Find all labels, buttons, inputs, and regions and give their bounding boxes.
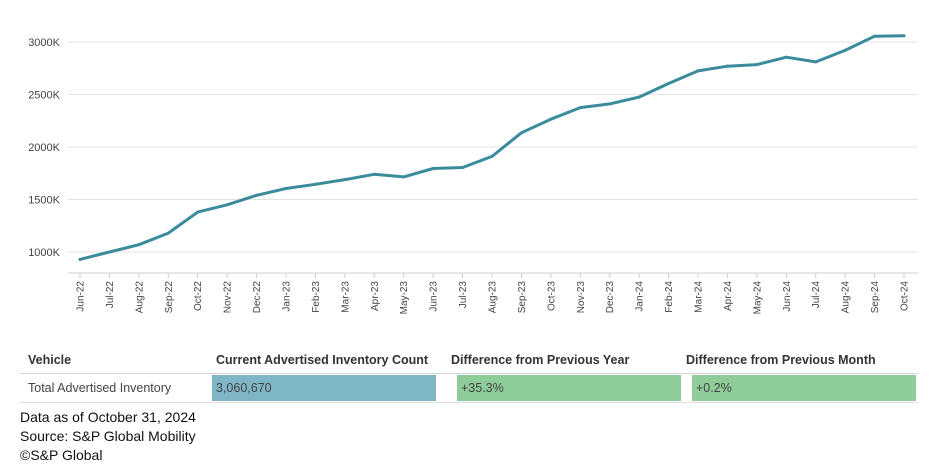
x-tick-label: Nov-22 (223, 281, 234, 314)
data-point (667, 81, 671, 85)
x-tick-label: Jan-23 (282, 281, 293, 312)
data-point (431, 167, 435, 171)
x-tick-label: Aug-23 (488, 281, 499, 314)
x-tick-label: Nov-23 (576, 281, 587, 314)
y-tick-label: 2000K (28, 142, 60, 154)
series-layer (78, 34, 906, 261)
data-point (637, 95, 641, 99)
data-point (166, 231, 170, 235)
header-current-count: Current Advertised Inventory Count (216, 353, 429, 367)
data-point (196, 210, 200, 214)
cell-vehicle: Total Advertised Inventory (28, 381, 172, 395)
data-point (343, 178, 347, 182)
cell-mom: +0.2% (696, 381, 732, 395)
data-point (725, 64, 729, 68)
x-tick-label: Jan-24 (635, 281, 646, 312)
x-tick-label: Apr-24 (723, 281, 734, 311)
table-header-row: Vehicle Current Advertised Inventory Cou… (20, 347, 918, 374)
data-point (902, 34, 906, 38)
data-point (519, 131, 523, 135)
data-point (490, 154, 494, 158)
data-point (843, 48, 847, 52)
data-point (284, 186, 288, 190)
data-point (255, 193, 259, 197)
y-tick-label: 1000K (28, 247, 60, 259)
y-tick-label: 1500K (28, 195, 60, 207)
x-tick-label: Oct-22 (193, 281, 204, 311)
data-point (107, 250, 111, 254)
cell-yoy-bar: +35.3% (457, 375, 681, 401)
note-source: Source: S&P Global Mobility (20, 428, 196, 444)
table-row: Total Advertised Inventory 3,060,670 +35… (20, 374, 918, 403)
data-point (402, 175, 406, 179)
y-tick-label: 3000K (28, 37, 60, 49)
x-tick-label: Oct-24 (900, 281, 911, 311)
x-tick-label: Feb-23 (311, 281, 322, 313)
data-point (549, 117, 553, 121)
data-point (461, 165, 465, 169)
header-diff-year: Difference from Previous Year (451, 353, 630, 367)
x-tick-label: Jul-24 (811, 281, 822, 309)
x-tick-label: Sep-23 (517, 281, 528, 314)
cell-count-wrapper: 3,060,670 (212, 375, 449, 401)
series-line-0 (78, 34, 906, 261)
note-copyright: ©S&P Global (20, 447, 103, 463)
data-point (78, 257, 82, 261)
data-point (372, 172, 376, 176)
cell-count-bar: 3,060,670 (212, 375, 436, 401)
x-tick-label: Sep-24 (870, 281, 881, 314)
y-tick-label: 2500K (28, 90, 60, 102)
x-tick-label: Mar-23 (340, 281, 351, 313)
data-point (814, 60, 818, 64)
data-point (784, 55, 788, 59)
data-point (608, 102, 612, 106)
x-tick-label: Jul-23 (458, 281, 469, 309)
x-tick-label: Apr-23 (370, 281, 381, 311)
data-point (696, 69, 700, 73)
x-tick-label: Aug-22 (134, 281, 145, 314)
header-diff-month: Difference from Previous Month (686, 353, 876, 367)
x-tick-label: Mar-24 (694, 281, 705, 313)
x-tick-label: Feb-24 (664, 281, 675, 313)
data-point (225, 203, 229, 207)
cell-count: 3,060,670 (216, 381, 272, 395)
axes: 1000K 1500K 2000K 2500K 3000K Jun-22 Jul-22 Aug… (28, 37, 918, 314)
cell-mom-wrapper: +0.2% (684, 375, 918, 401)
header-vehicle: Vehicle (28, 353, 72, 367)
cell-yoy: +35.3% (461, 381, 504, 395)
data-point (755, 63, 759, 67)
inventory-summary-table: Vehicle Current Advertised Inventory Cou… (20, 347, 918, 403)
data-point (313, 182, 317, 186)
x-tick-label: Dec-23 (605, 281, 616, 314)
x-tick-label: Jun-22 (76, 281, 87, 312)
footnotes: Data as of October 31, 2024 Source: S&P … (20, 408, 196, 465)
x-tick-label: Jul-22 (105, 281, 116, 309)
x-tick-label: May-24 (752, 281, 763, 315)
data-point (873, 34, 877, 38)
gridlines (68, 41, 918, 253)
cell-mom-bar: +0.2% (692, 375, 916, 401)
x-tick-label: Jun-23 (429, 281, 440, 312)
x-tick-label: May-23 (399, 281, 410, 315)
data-point (578, 106, 582, 110)
data-point (137, 243, 141, 247)
x-tick-label: Aug-24 (841, 281, 852, 314)
note-as-of: Data as of October 31, 2024 (20, 409, 196, 425)
x-tick-label: Dec-22 (252, 281, 263, 314)
x-tick-label: Oct-23 (546, 281, 557, 311)
cell-yoy-wrapper: +35.3% (449, 375, 684, 401)
x-tick-label: Jun-24 (782, 281, 793, 312)
x-tick-label: Sep-22 (164, 281, 175, 314)
inventory-line-chart: 1000K 1500K 2000K 2500K 3000K Jun-22 Jul-22 Aug… (28, 34, 918, 314)
